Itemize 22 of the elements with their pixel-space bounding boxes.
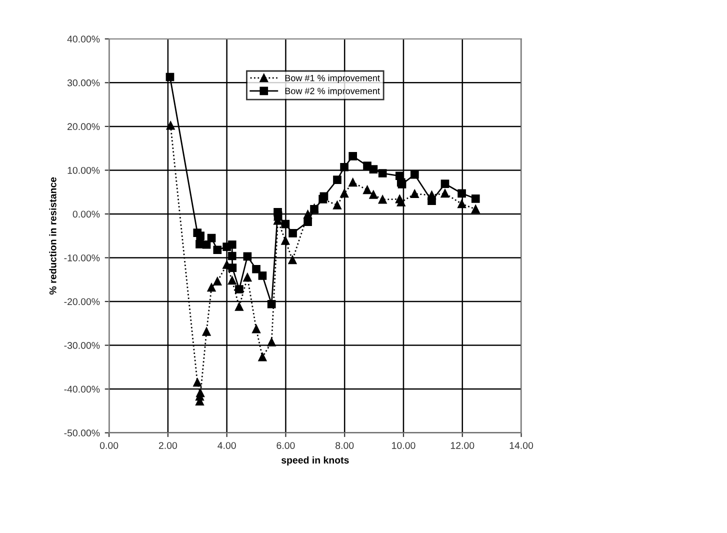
y-tick-label: -20.00% xyxy=(64,298,100,306)
x-tick-label: 4.00 xyxy=(218,442,236,449)
legend-label: Bow #2 % improvement xyxy=(285,88,380,96)
x-tick-label: 10.00 xyxy=(392,442,416,449)
x-tick-label: 0.00 xyxy=(100,442,118,449)
y-tick-label: 20.00% xyxy=(68,123,100,130)
x-tick-label: 8.00 xyxy=(336,442,354,449)
y-tick-label: -10.00% xyxy=(64,254,100,262)
y-axis-title: % reduction in resistance xyxy=(49,177,56,294)
y-tick-label: 30.00% xyxy=(67,79,100,86)
x-tick-label: 2.00 xyxy=(158,442,178,449)
x-axis-title: speed in knots xyxy=(281,456,349,466)
y-tick-label: 40.00% xyxy=(67,36,100,43)
y-tick-label: 0.00% xyxy=(72,210,100,218)
y-tick-label: -40.00% xyxy=(64,386,100,393)
y-tick-label: -30.00% xyxy=(64,342,100,349)
legend-label: Bow #1 % improvement xyxy=(285,74,380,84)
y-tick-label: 10.00% xyxy=(68,166,100,174)
x-tick-label: 14.00 xyxy=(510,442,534,449)
x-tick-label: 6.00 xyxy=(276,442,295,449)
x-tick-label: 12.00 xyxy=(450,442,474,449)
y-tick-label: -50.00% xyxy=(64,430,100,436)
